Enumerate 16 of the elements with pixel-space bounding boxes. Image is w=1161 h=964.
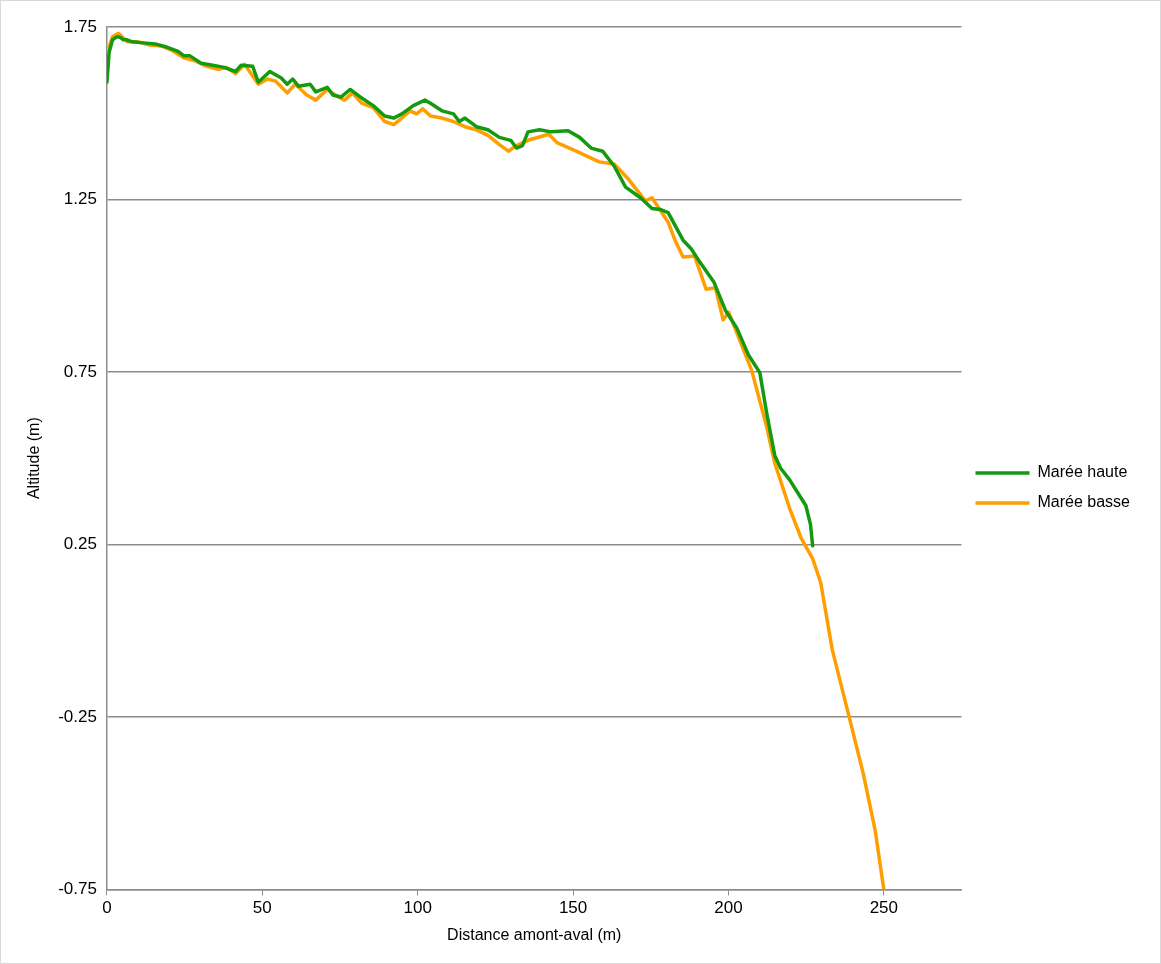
x-tick-label: 150: [558, 898, 588, 918]
x-tick-label: 250: [869, 898, 899, 918]
x-tick-label: 0: [102, 898, 112, 918]
y-tick-label: 1.75: [63, 16, 97, 36]
x-tick-label: 200: [714, 898, 743, 918]
y-axis-title: Altitude (m): [25, 417, 43, 500]
legend-label: Marée basse: [1037, 493, 1131, 511]
legend-label: Marée haute: [1037, 463, 1128, 481]
y-tick-label: -0.25: [58, 706, 97, 726]
x-axis-title: Distance amont-aval (m): [447, 925, 622, 943]
x-tick-label: 100: [403, 898, 432, 918]
x-tick-label: 50: [252, 898, 272, 918]
y-tick-label: 0.75: [63, 361, 97, 381]
y-tick-label: -0.75: [58, 879, 97, 899]
y-tick-label: 1.25: [63, 189, 97, 209]
y-tick-label: 0.25: [63, 534, 97, 554]
